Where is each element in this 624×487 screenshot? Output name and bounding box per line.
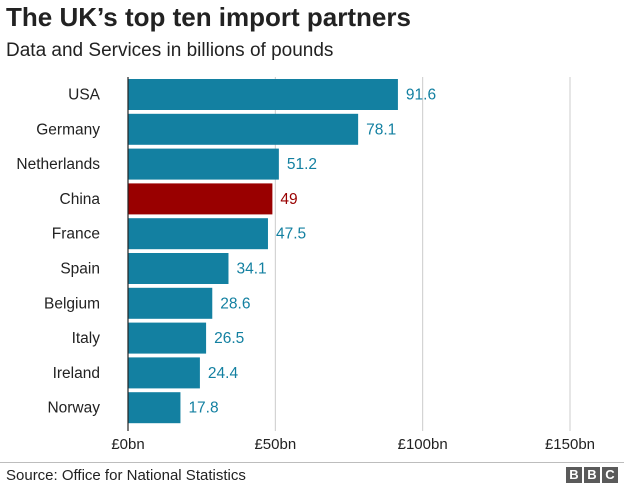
logo-letter: C <box>602 467 618 483</box>
footer-divider <box>0 462 624 463</box>
bar <box>128 357 200 389</box>
bar <box>128 113 359 145</box>
source-note: Source: Office for National Statistics <box>6 467 246 484</box>
bar <box>128 183 273 215</box>
category-label: Spain <box>60 261 100 278</box>
bar-chart: USA 91.6 Germany 78.1 Netherlands 51.2 China 49… <box>16 77 595 453</box>
chart-title: The UK’s top ten import partners <box>6 2 411 32</box>
x-tick-label: £0bn <box>111 436 144 453</box>
bar <box>128 79 398 110</box>
data-label: 51.2 <box>287 156 317 173</box>
x-tick-label: £150bn <box>545 436 595 453</box>
bar <box>128 392 181 424</box>
data-label: 28.6 <box>220 295 250 312</box>
data-label: 49 <box>280 191 297 208</box>
x-tick-label: £50bn <box>254 436 296 453</box>
category-label: Belgium <box>44 295 100 312</box>
data-label: 78.1 <box>366 121 396 138</box>
category-label: Ireland <box>53 365 100 382</box>
bar <box>128 322 207 354</box>
data-label: 34.1 <box>236 261 266 278</box>
category-label: USA <box>68 87 101 104</box>
data-label: 26.5 <box>214 330 244 347</box>
chart-subtitle: Data and Services in billions of pounds <box>6 40 334 61</box>
logo-letter: B <box>566 467 582 483</box>
x-axis: £0bn £50bn £100bn £150bn <box>111 77 595 453</box>
bar <box>128 287 213 319</box>
data-label: 91.6 <box>406 87 436 104</box>
category-label: Norway <box>47 400 100 417</box>
category-label: Italy <box>72 330 101 347</box>
category-label: China <box>60 191 101 208</box>
data-label: 17.8 <box>188 400 218 417</box>
bar <box>128 148 279 180</box>
data-label: 24.4 <box>208 365 239 382</box>
logo-letter: B <box>584 467 600 483</box>
x-tick-label: £100bn <box>398 436 448 453</box>
bar <box>128 218 268 250</box>
data-label: 47.5 <box>276 226 306 243</box>
category-label: Netherlands <box>16 156 100 173</box>
bar <box>128 253 229 284</box>
bbc-logo: B B C <box>566 467 618 483</box>
category-label: France <box>52 226 100 243</box>
bars: USA 91.6 Germany 78.1 Netherlands 51.2 China 49… <box>16 79 436 424</box>
category-label: Germany <box>36 121 100 138</box>
